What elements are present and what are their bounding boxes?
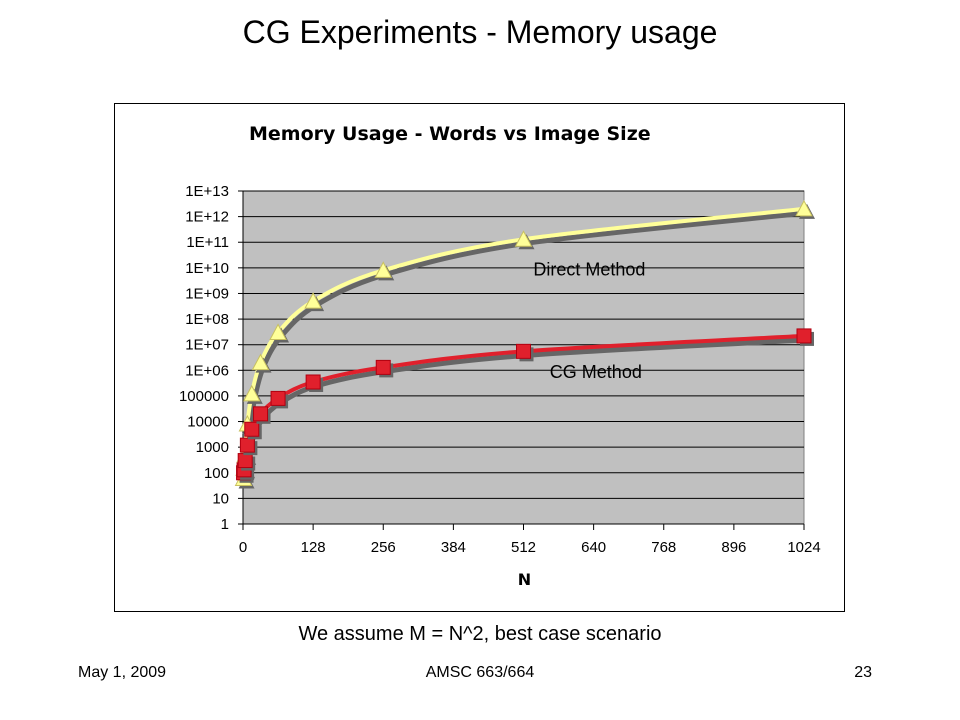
data-point-direct-method bbox=[269, 323, 287, 340]
y-tick-label: 1E+08 bbox=[185, 311, 229, 328]
y-tick-label: 1E+11 bbox=[186, 234, 229, 251]
y-tick-label: 100000 bbox=[179, 388, 229, 405]
data-point-direct-method bbox=[374, 261, 393, 278]
data-point-direct-method bbox=[242, 384, 261, 402]
y-tick-label: 100 bbox=[204, 465, 229, 482]
page-number: 23 bbox=[854, 664, 872, 681]
data-point-direct-method bbox=[795, 199, 813, 217]
y-tick-label: 1E+09 bbox=[185, 285, 229, 302]
y-tick-label: 1 bbox=[221, 516, 229, 533]
data-point-cg-method bbox=[237, 453, 253, 469]
y-tick-label: 1000 bbox=[196, 439, 229, 456]
data-point-cg-method bbox=[796, 328, 812, 344]
data-point-cg-method bbox=[253, 406, 269, 422]
chart-title: Memory Usage - Words vs Image Size bbox=[249, 123, 651, 145]
data-point-cg-method bbox=[305, 374, 321, 390]
slide-caption: We assume M = N^2, best case scenario bbox=[298, 623, 662, 645]
x-tick-label: 0 bbox=[239, 539, 247, 556]
annotation-direct-method: Direct Method bbox=[533, 260, 645, 280]
y-tick-label: 10000 bbox=[187, 414, 229, 431]
y-tick-label: 1E+07 bbox=[185, 337, 229, 354]
x-tick-label: 256 bbox=[371, 539, 396, 556]
x-axis-label: N bbox=[518, 570, 531, 589]
x-tick-label: 1024 bbox=[787, 539, 820, 556]
chart-frame: Memory Usage - Words vs Image Size 1 10 100… bbox=[114, 103, 845, 612]
data-point-direct-method bbox=[304, 292, 322, 309]
x-tick-label: 896 bbox=[721, 539, 746, 556]
footer-course: AMSC 663/664 bbox=[425, 664, 535, 681]
x-tick-label: 640 bbox=[581, 539, 606, 556]
y-tick-label: 1E+12 bbox=[185, 209, 229, 226]
y-tick-label: 10 bbox=[212, 490, 229, 507]
x-tick-label: 768 bbox=[651, 539, 676, 556]
x-tick-label: 384 bbox=[441, 539, 466, 556]
y-tick-label: 1E+13 bbox=[185, 183, 229, 200]
y-tick-label: 1E+10 bbox=[185, 260, 229, 277]
data-point-cg-method bbox=[270, 390, 286, 406]
x-tick-label: 128 bbox=[301, 539, 326, 556]
x-tick-label: 512 bbox=[511, 539, 536, 556]
data-point-direct-method bbox=[251, 353, 270, 371]
footer-date: May 1, 2009 bbox=[78, 664, 167, 681]
annotation-cg-method: CG Method bbox=[550, 362, 642, 382]
data-point-cg-method bbox=[516, 343, 531, 359]
data-point-cg-method bbox=[239, 437, 255, 453]
data-point-cg-method bbox=[244, 421, 260, 437]
data-point-cg-method bbox=[375, 359, 391, 375]
data-point-direct-method bbox=[514, 230, 533, 247]
slide-title: CG Experiments - Memory usage bbox=[242, 14, 718, 50]
memory-usage-chart: Memory Usage - Words vs Image Size 1 10 100… bbox=[179, 123, 821, 589]
y-tick-label: 1E+06 bbox=[185, 362, 229, 379]
